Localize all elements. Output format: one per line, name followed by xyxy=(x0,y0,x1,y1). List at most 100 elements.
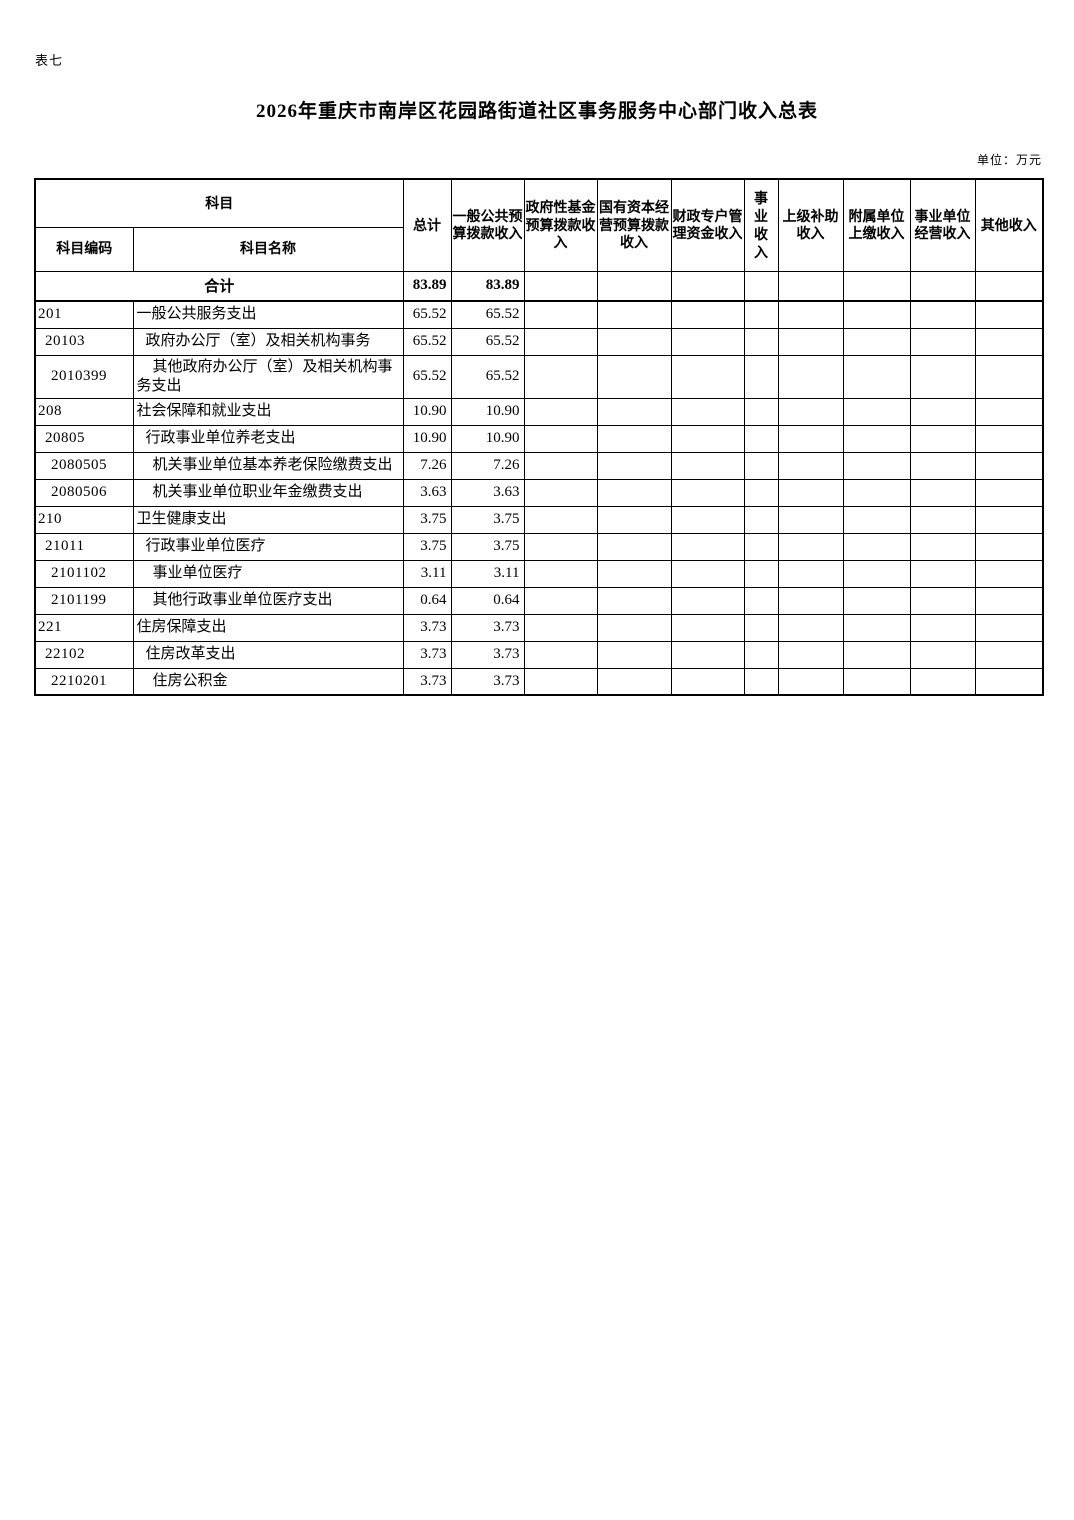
table-row: 2101199 其他行政事业单位医疗支出 0.64 0.64 xyxy=(34,586,1044,615)
empty-cell xyxy=(777,270,844,302)
total-row-general-public-budget: 83.89 xyxy=(450,270,525,302)
general-public-budget-value-cell: 3.75 xyxy=(450,505,525,534)
empty-cell xyxy=(777,505,844,534)
empty-cell xyxy=(842,300,911,329)
total-value-cell: 0.64 xyxy=(402,586,452,615)
subject-name-cell: 行政事业单位养老支出 xyxy=(132,424,404,453)
empty-cell xyxy=(596,640,672,669)
total-row: 合计 83.89 83.89 xyxy=(34,270,1044,302)
general-public-budget-value-cell: 65.52 xyxy=(450,354,525,399)
total-value-cell: 3.73 xyxy=(402,667,452,696)
subject-code-cell: 2101199 xyxy=(34,586,134,615)
empty-cell xyxy=(974,613,1044,642)
empty-cell xyxy=(743,397,779,426)
subject-name-cell: 其他政府办公厅（室）及相关机构事务支出 xyxy=(132,354,404,399)
empty-cell xyxy=(523,586,598,615)
total-value-cell: 3.11 xyxy=(402,559,452,588)
empty-cell xyxy=(777,354,844,399)
general-public-budget-value-cell: 65.52 xyxy=(450,327,525,356)
general-public-budget-value-cell: 3.75 xyxy=(450,532,525,561)
empty-cell xyxy=(842,613,911,642)
subject-name-cell: 卫生健康支出 xyxy=(132,505,404,534)
header-col-state-capital-budget: 国有资本经营预算拨款收入 xyxy=(596,178,672,272)
total-value-cell: 3.73 xyxy=(402,613,452,642)
total-value-cell: 3.63 xyxy=(402,478,452,507)
empty-cell xyxy=(974,397,1044,426)
subject-code-cell: 2080505 xyxy=(34,451,134,480)
empty-cell xyxy=(974,667,1044,696)
header-subject-group: 科目 xyxy=(34,178,404,228)
table-row: 20103 政府办公厅（室）及相关机构事务 65.52 65.52 xyxy=(34,327,1044,356)
empty-cell xyxy=(909,451,976,480)
empty-cell xyxy=(909,397,976,426)
empty-cell xyxy=(842,327,911,356)
empty-cell xyxy=(777,586,844,615)
empty-cell xyxy=(670,451,745,480)
empty-cell xyxy=(842,424,911,453)
table-row: 2080505 机关事业单位基本养老保险缴费支出 7.26 7.26 xyxy=(34,451,1044,480)
empty-cell xyxy=(523,478,598,507)
general-public-budget-value-cell: 3.11 xyxy=(450,559,525,588)
total-value-cell: 10.90 xyxy=(402,397,452,426)
empty-cell xyxy=(523,451,598,480)
empty-cell xyxy=(777,327,844,356)
empty-cell xyxy=(743,424,779,453)
general-public-budget-value-cell: 7.26 xyxy=(450,451,525,480)
total-value-cell: 7.26 xyxy=(402,451,452,480)
subject-code-cell: 20103 xyxy=(34,327,134,356)
table-row: 208 社会保障和就业支出 10.90 10.90 xyxy=(34,397,1044,426)
empty-cell xyxy=(974,354,1044,399)
empty-cell xyxy=(842,640,911,669)
empty-cell xyxy=(670,559,745,588)
empty-cell xyxy=(743,532,779,561)
empty-cell xyxy=(596,478,672,507)
empty-cell xyxy=(842,397,911,426)
subject-name-cell: 社会保障和就业支出 xyxy=(132,397,404,426)
subject-name-cell: 住房保障支出 xyxy=(132,613,404,642)
empty-cell xyxy=(523,270,598,302)
empty-cell xyxy=(842,270,911,302)
empty-cell xyxy=(777,667,844,696)
empty-cell xyxy=(777,640,844,669)
general-public-budget-value-cell: 3.73 xyxy=(450,640,525,669)
empty-cell xyxy=(596,586,672,615)
empty-cell xyxy=(523,424,598,453)
empty-cell xyxy=(743,270,779,302)
empty-cell xyxy=(842,586,911,615)
empty-cell xyxy=(743,354,779,399)
subject-name-cell: 政府办公厅（室）及相关机构事务 xyxy=(132,327,404,356)
empty-cell xyxy=(842,532,911,561)
empty-cell xyxy=(974,327,1044,356)
empty-cell xyxy=(596,532,672,561)
subject-code-cell: 2010399 xyxy=(34,354,134,399)
empty-cell xyxy=(743,478,779,507)
subject-code-cell: 210 xyxy=(34,505,134,534)
total-value-cell: 3.73 xyxy=(402,640,452,669)
subject-code-cell: 2210201 xyxy=(34,667,134,696)
empty-cell xyxy=(743,451,779,480)
general-public-budget-value-cell: 3.63 xyxy=(450,478,525,507)
empty-cell xyxy=(842,478,911,507)
table-row: 201 一般公共服务支出 65.52 65.52 xyxy=(34,300,1044,329)
header-col-general-public-budget: 一般公共预算拨款收入 xyxy=(450,178,525,272)
table-row: 2210201 住房公积金 3.73 3.73 xyxy=(34,667,1044,696)
empty-cell xyxy=(743,327,779,356)
total-row-label: 合计 xyxy=(34,270,404,302)
empty-cell xyxy=(974,478,1044,507)
subject-name-cell: 行政事业单位医疗 xyxy=(132,532,404,561)
empty-cell xyxy=(596,327,672,356)
empty-cell xyxy=(596,505,672,534)
empty-cell xyxy=(670,586,745,615)
income-summary-table: 科目 总计 一般公共预算拨款收入 政府性基金预算拨款收入 国有资本经营预算拨款收… xyxy=(34,178,1044,696)
header-col-total: 总计 xyxy=(402,178,452,272)
empty-cell xyxy=(743,505,779,534)
empty-cell xyxy=(909,505,976,534)
empty-cell xyxy=(974,300,1044,329)
subject-name-cell: 住房改革支出 xyxy=(132,640,404,669)
subject-code-cell: 2080506 xyxy=(34,478,134,507)
empty-cell xyxy=(743,613,779,642)
empty-cell xyxy=(909,586,976,615)
general-public-budget-value-cell: 10.90 xyxy=(450,397,525,426)
empty-cell xyxy=(974,532,1044,561)
